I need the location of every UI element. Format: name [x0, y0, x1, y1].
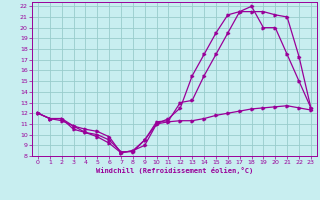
X-axis label: Windchill (Refroidissement éolien,°C): Windchill (Refroidissement éolien,°C) — [96, 167, 253, 174]
